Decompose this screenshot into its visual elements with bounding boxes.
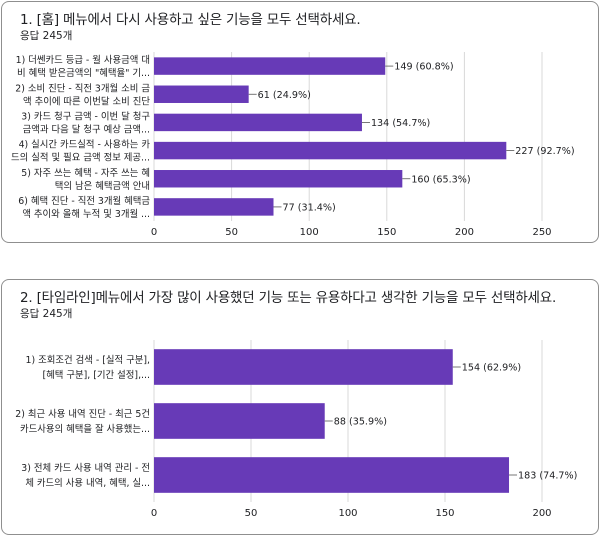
bar [154, 198, 274, 216]
question-1-title: 1. [홈] 메뉴에서 다시 사용하고 싶은 기능을 모두 선택하세요. [20, 12, 361, 28]
value-label: 183 (74.7%) [518, 471, 577, 482]
category-label: 체 카드의 사용 내역, 혜택, 실... [25, 477, 150, 489]
category-label: 액 추이와 올해 누적 및 3개월 ... [22, 208, 150, 220]
x-tick-label: 200 [532, 508, 551, 519]
value-label: 160 (65.3%) [411, 174, 470, 185]
bar [154, 141, 507, 160]
value-label: 134 (54.7%) [371, 118, 430, 129]
value-label: 77 (31.4%) [283, 202, 336, 213]
category-label: 드의 실적 및 필요 금액 정보 제공... [11, 152, 150, 164]
question-1-card: 1. [홈] 메뉴에서 다시 사용하고 싶은 기능을 모두 선택하세요. 응답 … [1, 1, 599, 243]
category-label: [혜택 구분], [기간 설정],... [43, 369, 150, 381]
bar [154, 403, 325, 439]
x-tick-label: 100 [338, 508, 357, 519]
bar [154, 349, 453, 385]
category-label: 카드사용의 혜택을 잘 사용했는... [20, 423, 150, 435]
value-label: 227 (92.7%) [515, 146, 574, 157]
category-label: 금액과 다음 달 청구 예상 금액... [23, 123, 150, 135]
x-tick-label: 200 [455, 227, 474, 238]
question-2-title: 2. [타임라인]메뉴에서 가장 많이 사용했던 기능 또는 유용하다고 생각한… [20, 290, 557, 306]
value-label: 61 (24.9%) [258, 90, 311, 101]
bar [154, 57, 386, 75]
x-tick-label: 100 [300, 227, 319, 238]
question-2-card: 2. [타임라인]메뉴에서 가장 많이 사용했던 기능 또는 유용하다고 생각한… [1, 279, 599, 535]
x-tick-label: 0 [151, 227, 157, 238]
x-tick-label: 150 [435, 508, 454, 519]
question-2-response-count: 응답 245개 [20, 308, 73, 320]
question-1-response-count: 응답 245개 [20, 30, 73, 42]
category-label: 비 혜택 받은금액의 "혜택율" 기... [17, 67, 150, 79]
x-tick-label: 150 [377, 227, 396, 238]
x-tick-label: 50 [245, 508, 258, 519]
category-label: 3) 전체 카드 사용 내역 관리 - 전 [21, 463, 150, 474]
bar [154, 457, 510, 493]
category-label: 액 추이에 따른 이번달 소비 진단 [23, 95, 150, 107]
bar [154, 85, 249, 103]
value-label: 154 (62.9%) [462, 363, 521, 374]
category-label: 2) 소비 진단 - 직전 3개월 소비 금 [15, 82, 150, 94]
bar [154, 113, 362, 132]
bar [154, 170, 403, 188]
category-label: 2) 최근 사용 내역 진단 - 최근 5건 [15, 409, 150, 420]
category-label: 4) 실시간 카드실적 - 사용하는 카 [19, 139, 151, 151]
category-label: 5) 자주 쓰는 혜택 - 자주 쓰는 혜 [21, 167, 150, 179]
value-label: 149 (60.8%) [394, 62, 453, 73]
value-label: 88 (35.9%) [334, 417, 387, 428]
category-label: 6) 혜택 진단 - 직전 3개월 혜택금 [18, 195, 150, 207]
category-label: 택의 남은 혜택금액 안내 [55, 180, 150, 192]
category-label: 1) 더쎈카드 등급 - 월 사용금액 대 [16, 54, 150, 66]
category-label: 3) 카드 청구 금액 - 이번 달 청구 [21, 110, 150, 122]
question-2-bar-chart: 0 50 100 150 200 154 (62.9%) 1) 조회조건 검색 - [실적 … [15, 340, 577, 519]
question-1-bar-chart: 0 50 100 150 200 250 149 (60.8%) 1) 더쎈카드 등급 - 월… [11, 52, 575, 238]
category-label: 1) 조회조건 검색 - [실적 구분], [26, 354, 150, 366]
x-tick-label: 50 [225, 227, 238, 238]
x-tick-label: 250 [532, 227, 551, 238]
x-tick-label: 0 [151, 508, 157, 519]
